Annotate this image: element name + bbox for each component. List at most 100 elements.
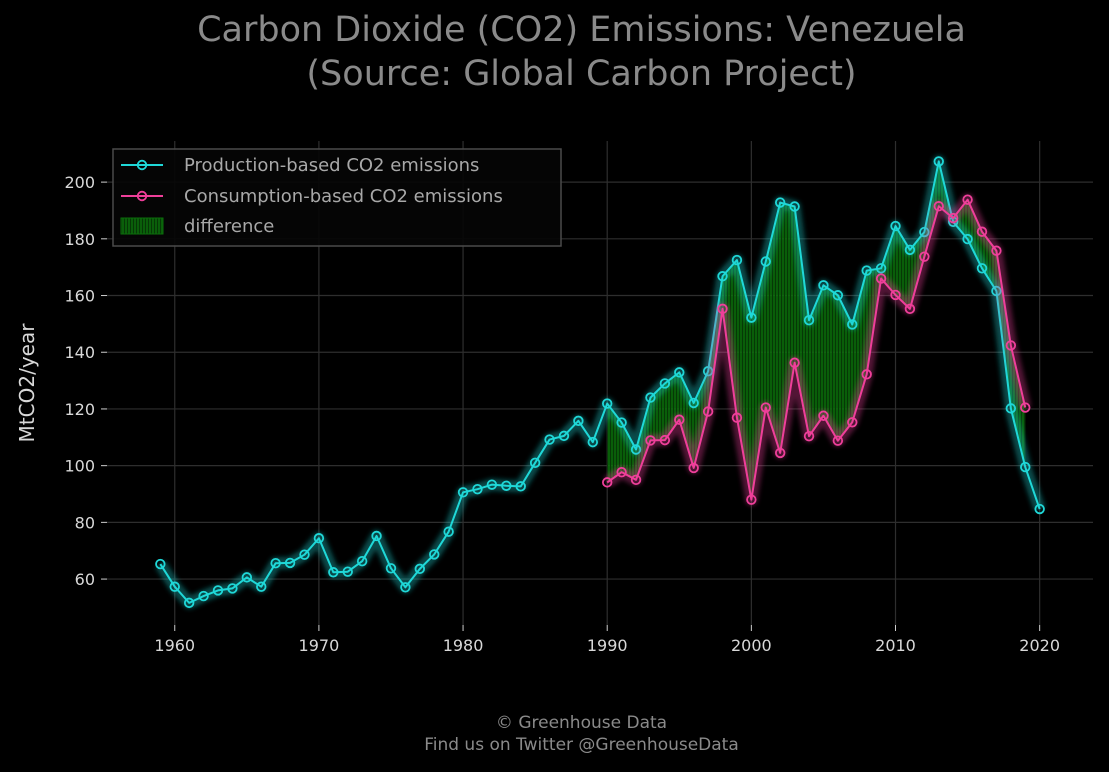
production-series-point (602, 398, 613, 409)
y-tick-label: 100 (64, 457, 95, 476)
production-series-point (688, 397, 699, 409)
production-series-point (976, 263, 988, 274)
legend-item-production-label: Production-based CO2 emissions (184, 155, 479, 176)
production-series-point (674, 367, 685, 378)
production-series-point (544, 434, 555, 445)
consumption-series-point (645, 435, 656, 446)
production-series-point (1005, 403, 1017, 414)
production-series-point (256, 581, 267, 592)
production-series-point (328, 567, 339, 578)
y-tick-label: 160 (64, 287, 95, 306)
consumption-series-point (717, 303, 728, 315)
production-series-point (1020, 461, 1031, 473)
production-series-point (861, 265, 872, 276)
production-series-point (832, 290, 844, 301)
consumption-series-point (1005, 340, 1017, 351)
production-series-point (299, 549, 310, 560)
x-tick-label: 1970 (299, 636, 340, 655)
y-tick-label: 80 (75, 513, 95, 532)
production-series-point (385, 563, 397, 574)
production-series-point (847, 319, 858, 330)
consumption-series-point (832, 435, 844, 446)
production-series-point (501, 480, 512, 491)
production-series-point (529, 457, 541, 469)
consumption-series-point (746, 494, 757, 505)
consumption-series-point (818, 410, 829, 421)
production-series-point (904, 244, 916, 256)
production-series-point (789, 201, 800, 212)
y-axis-label: MtCO2/year (15, 323, 39, 443)
legend-item-difference-swatch (120, 217, 164, 235)
x-tick-label: 2000 (731, 636, 772, 655)
production-series-point (760, 256, 771, 267)
consumption-series-point (962, 194, 973, 205)
consumption-series-point (688, 462, 699, 474)
consumption-series-point (991, 245, 1002, 256)
production-series-point (169, 581, 180, 592)
production-series-point (270, 557, 281, 569)
production-series-point (630, 444, 642, 455)
production-series-point (1034, 503, 1045, 515)
y-tick-label: 60 (75, 570, 95, 589)
production-series-point (212, 585, 224, 596)
chart-title-line-1: Carbon Dioxide (CO2) Emissions: Venezuel… (197, 10, 966, 50)
consumption-series-point (630, 474, 642, 486)
consumption-series-point (602, 477, 613, 488)
production-series-point (183, 597, 195, 609)
production-series-point (616, 417, 627, 428)
legend-box (112, 148, 562, 247)
x-tick-label: 2020 (1019, 636, 1060, 655)
consumption-series-point (890, 289, 901, 301)
production-series-point (774, 197, 786, 208)
production-series-point (155, 558, 166, 570)
consumption-series-point (861, 369, 872, 380)
production-series-point (371, 530, 382, 542)
consumption-series-point (947, 212, 959, 224)
consumption-series-point (702, 406, 714, 417)
production-series-point (587, 436, 598, 448)
consumption-series-point (774, 447, 786, 459)
consumption-series-point (875, 273, 887, 284)
x-tick-label: 1980 (443, 636, 484, 655)
consumption-series-point (847, 417, 858, 428)
consumption-series-point (933, 201, 944, 212)
production-series-point (746, 312, 757, 323)
production-series-point (198, 590, 209, 602)
production-series-point (731, 254, 743, 266)
chart-title-line-2: (Source: Global Carbon Project) (306, 54, 857, 94)
production-series-point (515, 481, 526, 492)
production-series-point (645, 392, 656, 403)
credits: © Greenhouse Data Find us on Twitter @Gr… (0, 712, 1109, 756)
x-tick-label: 2010 (875, 636, 916, 655)
production-series-point (717, 271, 728, 282)
legend-item-difference-label: difference (184, 216, 274, 237)
y-tick-label: 120 (64, 400, 95, 419)
production-series-point (227, 583, 238, 594)
production-series-point (803, 314, 815, 326)
production-series-point (818, 280, 829, 291)
series-lines (155, 155, 1046, 609)
production-series-point (313, 533, 325, 544)
chart-title: Carbon Dioxide (CO2) Emissions: Venezuel… (0, 8, 1109, 96)
y-tick-label: 200 (64, 173, 95, 192)
production-series-point (443, 526, 454, 537)
production-series-point (573, 415, 584, 427)
legend: Production-based CO2 emissions Consumptio… (112, 148, 562, 247)
production-series-point (429, 549, 440, 560)
production-series-point (457, 487, 469, 498)
consumption-series-point (1020, 402, 1031, 413)
production-series-point (486, 479, 498, 490)
consumption-series-point (904, 303, 916, 315)
axes: 1960 1970 1980 1990 2000 2010 2020 60 80 100 120 14… (64, 173, 1060, 655)
production-series-point (472, 483, 483, 495)
production-series-point (659, 378, 671, 389)
consumption-series-point (803, 430, 815, 442)
credits-line-1: © Greenhouse Data (495, 713, 668, 733)
production-series-point (241, 572, 253, 583)
consumption-series-point (760, 402, 771, 413)
legend-item-consumption-label: Consumption-based CO2 emissions (184, 186, 503, 207)
production-series-point (558, 430, 570, 442)
production-series-point (342, 566, 353, 577)
consumption-series-point (976, 226, 988, 237)
